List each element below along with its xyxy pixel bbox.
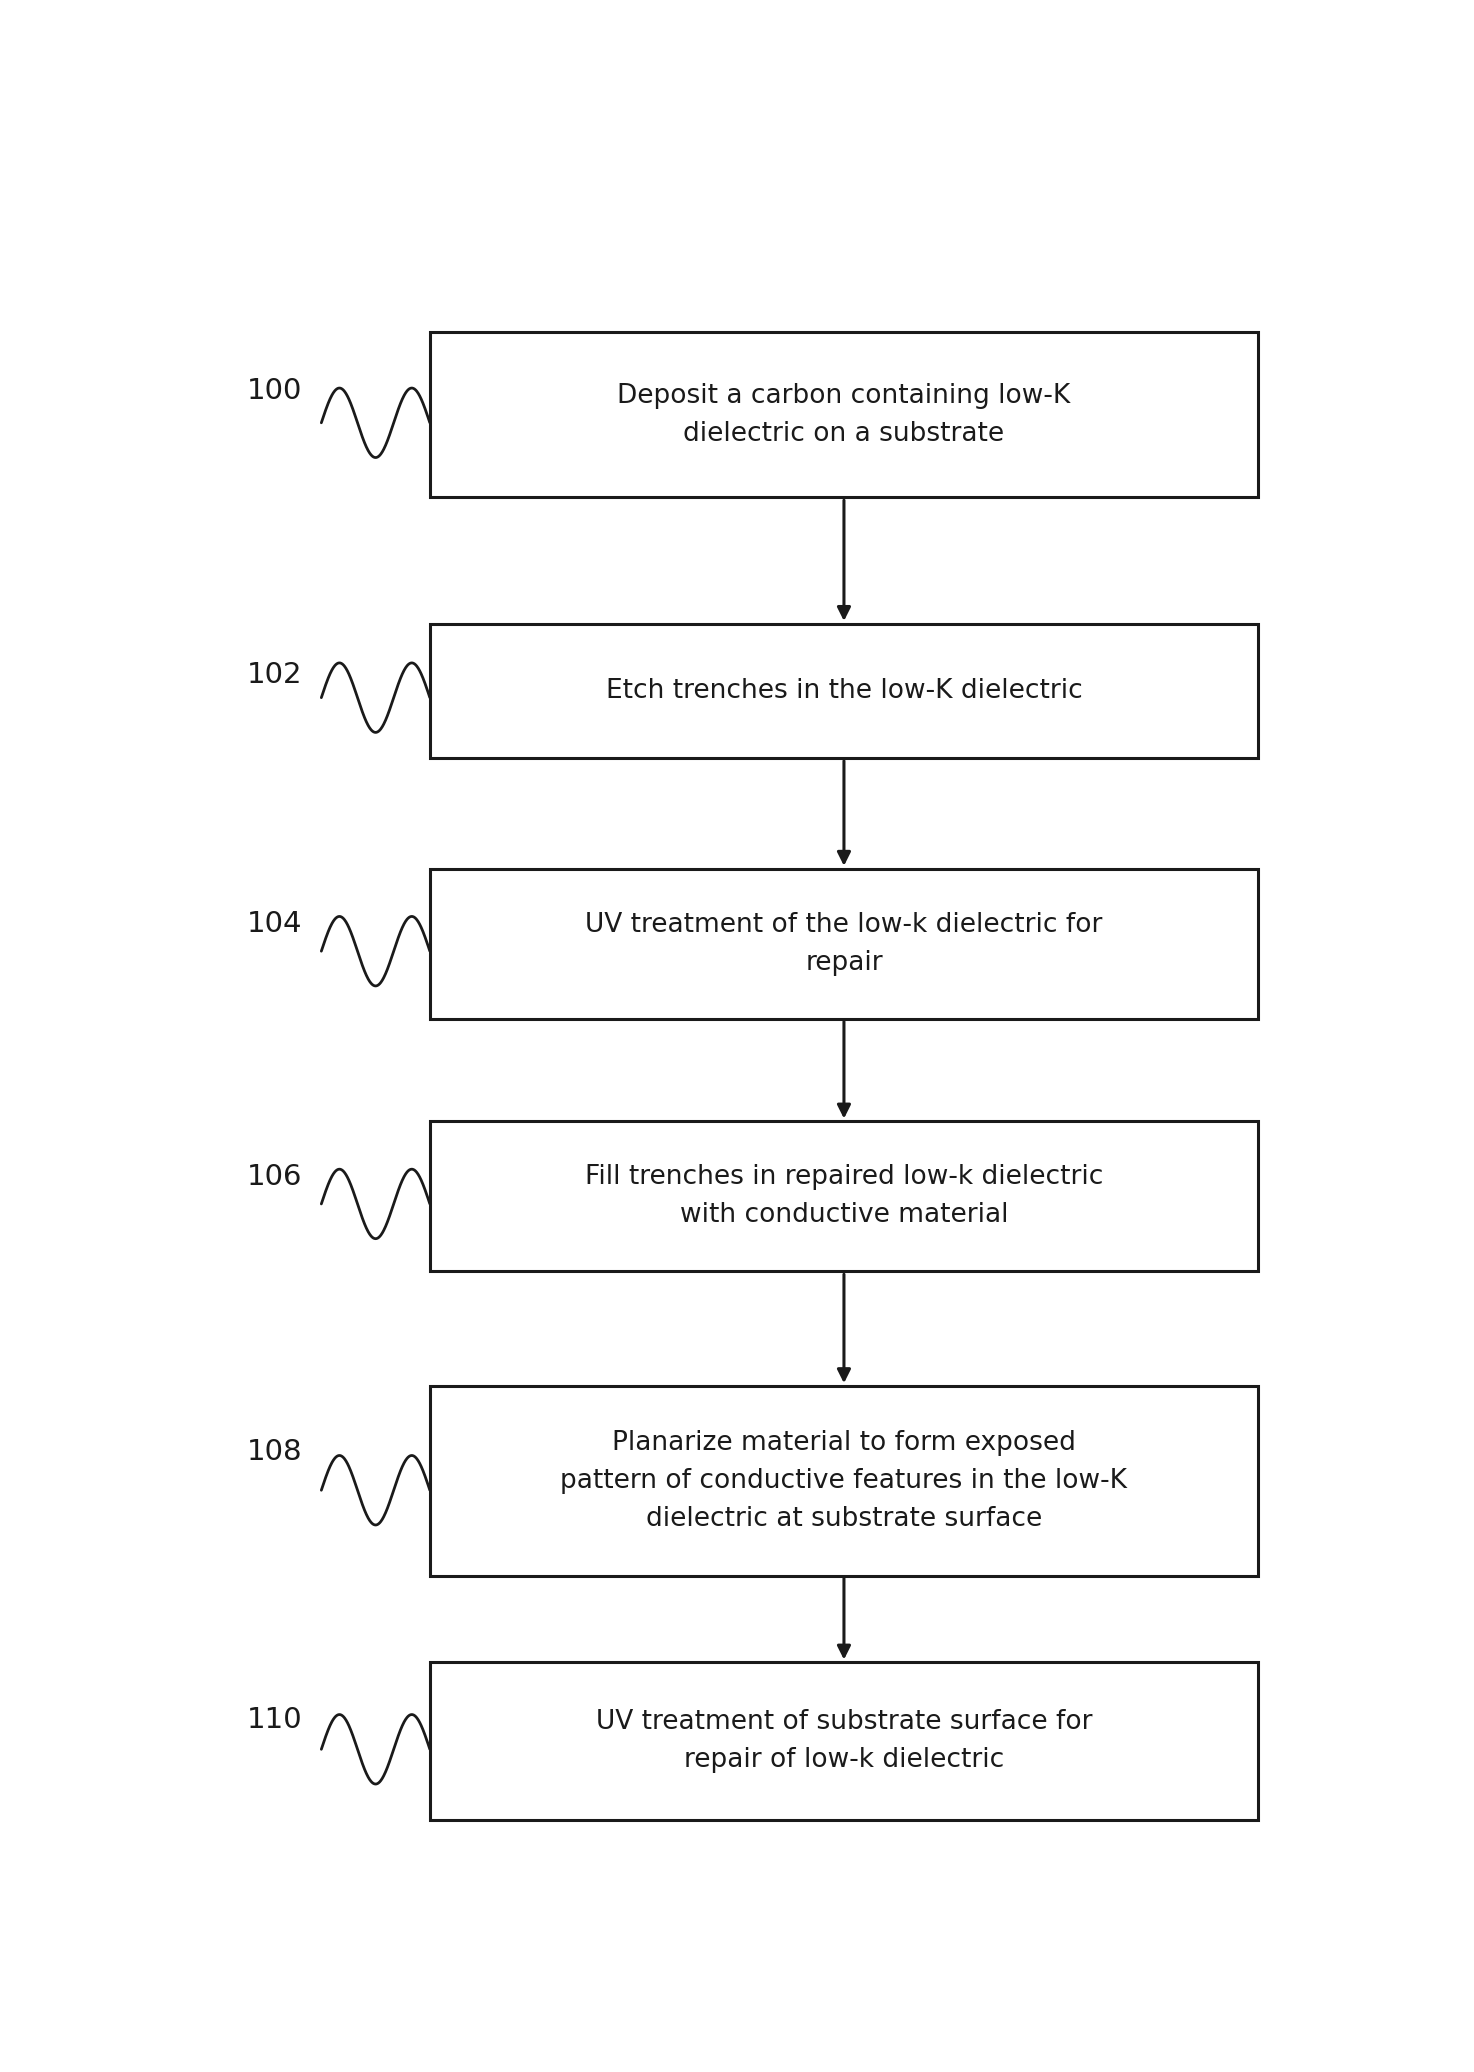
FancyBboxPatch shape [430,1386,1257,1575]
Text: UV treatment of the low-k dielectric for
repair: UV treatment of the low-k dielectric for… [585,912,1103,976]
Text: 104: 104 [248,910,302,939]
Text: UV treatment of substrate surface for
repair of low-k dielectric: UV treatment of substrate surface for re… [595,1709,1092,1774]
Text: 106: 106 [248,1162,302,1191]
FancyBboxPatch shape [430,332,1257,497]
Text: Planarize material to form exposed
pattern of conductive features in the low-K
d: Planarize material to form exposed patte… [560,1430,1128,1531]
Text: 102: 102 [248,661,302,688]
FancyBboxPatch shape [430,1121,1257,1272]
Text: 110: 110 [248,1705,302,1734]
Text: 100: 100 [248,377,302,406]
Text: Fill trenches in repaired low-k dielectric
with conductive material: Fill trenches in repaired low-k dielectr… [585,1164,1103,1229]
Text: Etch trenches in the low-K dielectric: Etch trenches in the low-K dielectric [606,678,1082,704]
FancyBboxPatch shape [430,1662,1257,1821]
Text: 108: 108 [248,1438,302,1467]
Text: Deposit a carbon containing low-K
dielectric on a substrate: Deposit a carbon containing low-K dielec… [618,383,1070,445]
FancyBboxPatch shape [430,624,1257,758]
FancyBboxPatch shape [430,868,1257,1019]
